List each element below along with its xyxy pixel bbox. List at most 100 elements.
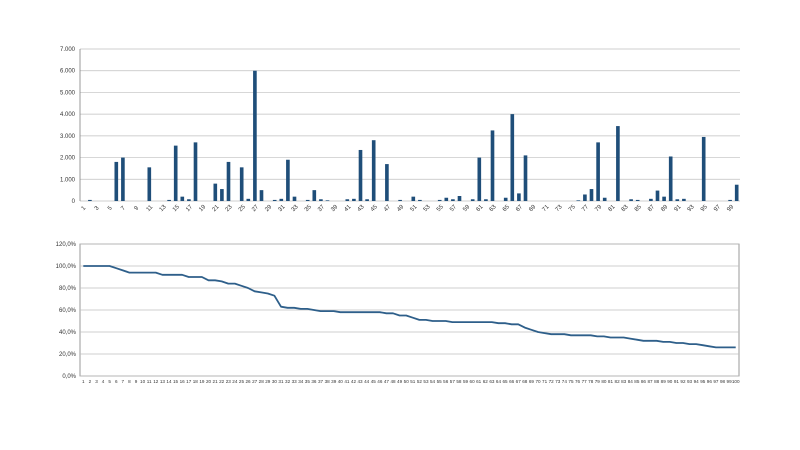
bar — [305, 199, 310, 201]
bar — [503, 197, 508, 201]
x-tick-label: 87 — [647, 379, 653, 384]
x-tick-label: 77 — [582, 379, 588, 384]
bar — [345, 199, 350, 201]
x-tick-label: 55 — [436, 204, 445, 213]
x-tick-label: 89 — [660, 204, 669, 213]
x-tick-label: 75 — [568, 379, 574, 384]
x-tick-label: 90 — [667, 379, 673, 384]
bar — [668, 156, 673, 201]
x-tick-label: 68 — [522, 379, 528, 384]
bar — [701, 136, 706, 201]
x-tick-label: 65 — [502, 379, 508, 384]
x-tick-label: 20 — [206, 379, 212, 384]
x-tick-label: 45 — [371, 379, 377, 384]
x-tick-label: 59 — [462, 204, 471, 213]
x-tick-label: 39 — [330, 204, 339, 213]
x-tick-label: 97 — [713, 204, 722, 213]
x-tick-label: 4 — [102, 379, 105, 384]
bar — [490, 130, 495, 201]
x-tick-label: 92 — [680, 379, 686, 384]
bar — [114, 161, 119, 201]
bar — [147, 167, 152, 201]
x-tick-label: 79 — [594, 204, 603, 213]
y-tick-label: 5.000 — [60, 90, 76, 96]
bar — [616, 126, 620, 201]
x-tick-label: 53 — [423, 204, 432, 213]
x-tick-label: 95 — [700, 379, 706, 384]
x-tick-label: 65 — [502, 204, 511, 213]
x-tick-label: 36 — [311, 379, 317, 384]
x-tick-label: 47 — [383, 204, 392, 213]
bar — [167, 199, 171, 201]
x-tick-label: 77 — [581, 204, 590, 213]
x-tick-label: 56 — [443, 379, 449, 384]
y-tick-label: 6.000 — [60, 69, 76, 75]
x-tick-label: 95 — [700, 204, 709, 213]
x-tick-label: 1 — [82, 379, 85, 384]
x-tick-label: 91 — [674, 204, 683, 213]
x-tick-label: 97 — [713, 379, 719, 384]
x-tick-label: 11 — [146, 204, 155, 213]
bar — [365, 199, 369, 201]
bar — [180, 196, 185, 201]
x-tick-label: 61 — [476, 204, 485, 213]
x-tick-label: 66 — [509, 379, 515, 384]
x-tick-label: 16 — [180, 379, 186, 384]
bar — [418, 199, 422, 201]
x-tick-label: 7 — [122, 379, 125, 384]
x-tick-label: 60 — [470, 379, 476, 384]
bar — [451, 199, 455, 201]
x-tick-label: 45 — [370, 204, 379, 213]
x-tick-label: 23 — [225, 204, 234, 213]
bar — [193, 142, 198, 201]
x-tick-label: 9 — [134, 205, 141, 212]
x-tick-label: 72 — [549, 379, 555, 384]
bar — [259, 190, 264, 201]
bar — [88, 199, 92, 201]
x-tick-label: 67 — [515, 204, 524, 213]
x-tick-label: 96 — [707, 379, 713, 384]
x-tick-label: 1 — [81, 205, 88, 212]
x-tick-label: 35 — [304, 204, 313, 213]
x-tick-label: 37 — [317, 204, 326, 213]
x-tick-label: 99 — [727, 379, 733, 384]
x-tick-label: 98 — [720, 379, 726, 384]
bar — [371, 140, 376, 201]
x-tick-label: 59 — [463, 379, 469, 384]
x-tick-label: 25 — [239, 379, 245, 384]
x-tick-label: 14 — [166, 379, 172, 384]
x-tick-label: 47 — [384, 379, 390, 384]
x-tick-label: 85 — [634, 379, 640, 384]
x-tick-label: 52 — [417, 379, 423, 384]
x-tick-label: 54 — [430, 379, 436, 384]
x-tick-label: 79 — [595, 379, 601, 384]
x-tick-label: 78 — [588, 379, 594, 384]
bar — [583, 194, 587, 201]
x-tick-label: 27 — [251, 204, 260, 213]
bar — [523, 155, 528, 201]
bar — [246, 198, 251, 201]
bar — [226, 161, 231, 201]
x-tick-label: 48 — [390, 379, 396, 384]
x-tick-label: 46 — [377, 379, 383, 384]
x-tick-label: 61 — [476, 379, 482, 384]
x-tick-label: 73 — [555, 379, 561, 384]
bar — [220, 189, 224, 201]
y-tick-label: 7.000 — [60, 47, 76, 53]
x-tick-label: 19 — [199, 379, 205, 384]
bar — [649, 198, 653, 201]
bar — [286, 159, 290, 201]
x-tick-label: 57 — [450, 379, 456, 384]
bar — [312, 190, 317, 201]
bar — [662, 196, 666, 201]
bar — [470, 199, 475, 201]
x-tick-label: 13 — [160, 379, 166, 384]
x-tick-label: 29 — [264, 204, 273, 213]
x-tick-label: 49 — [396, 204, 405, 213]
bar — [728, 199, 732, 201]
x-tick-label: 34 — [298, 379, 304, 384]
bar — [629, 199, 633, 201]
x-tick-label: 30 — [272, 379, 278, 384]
bar — [589, 189, 594, 201]
